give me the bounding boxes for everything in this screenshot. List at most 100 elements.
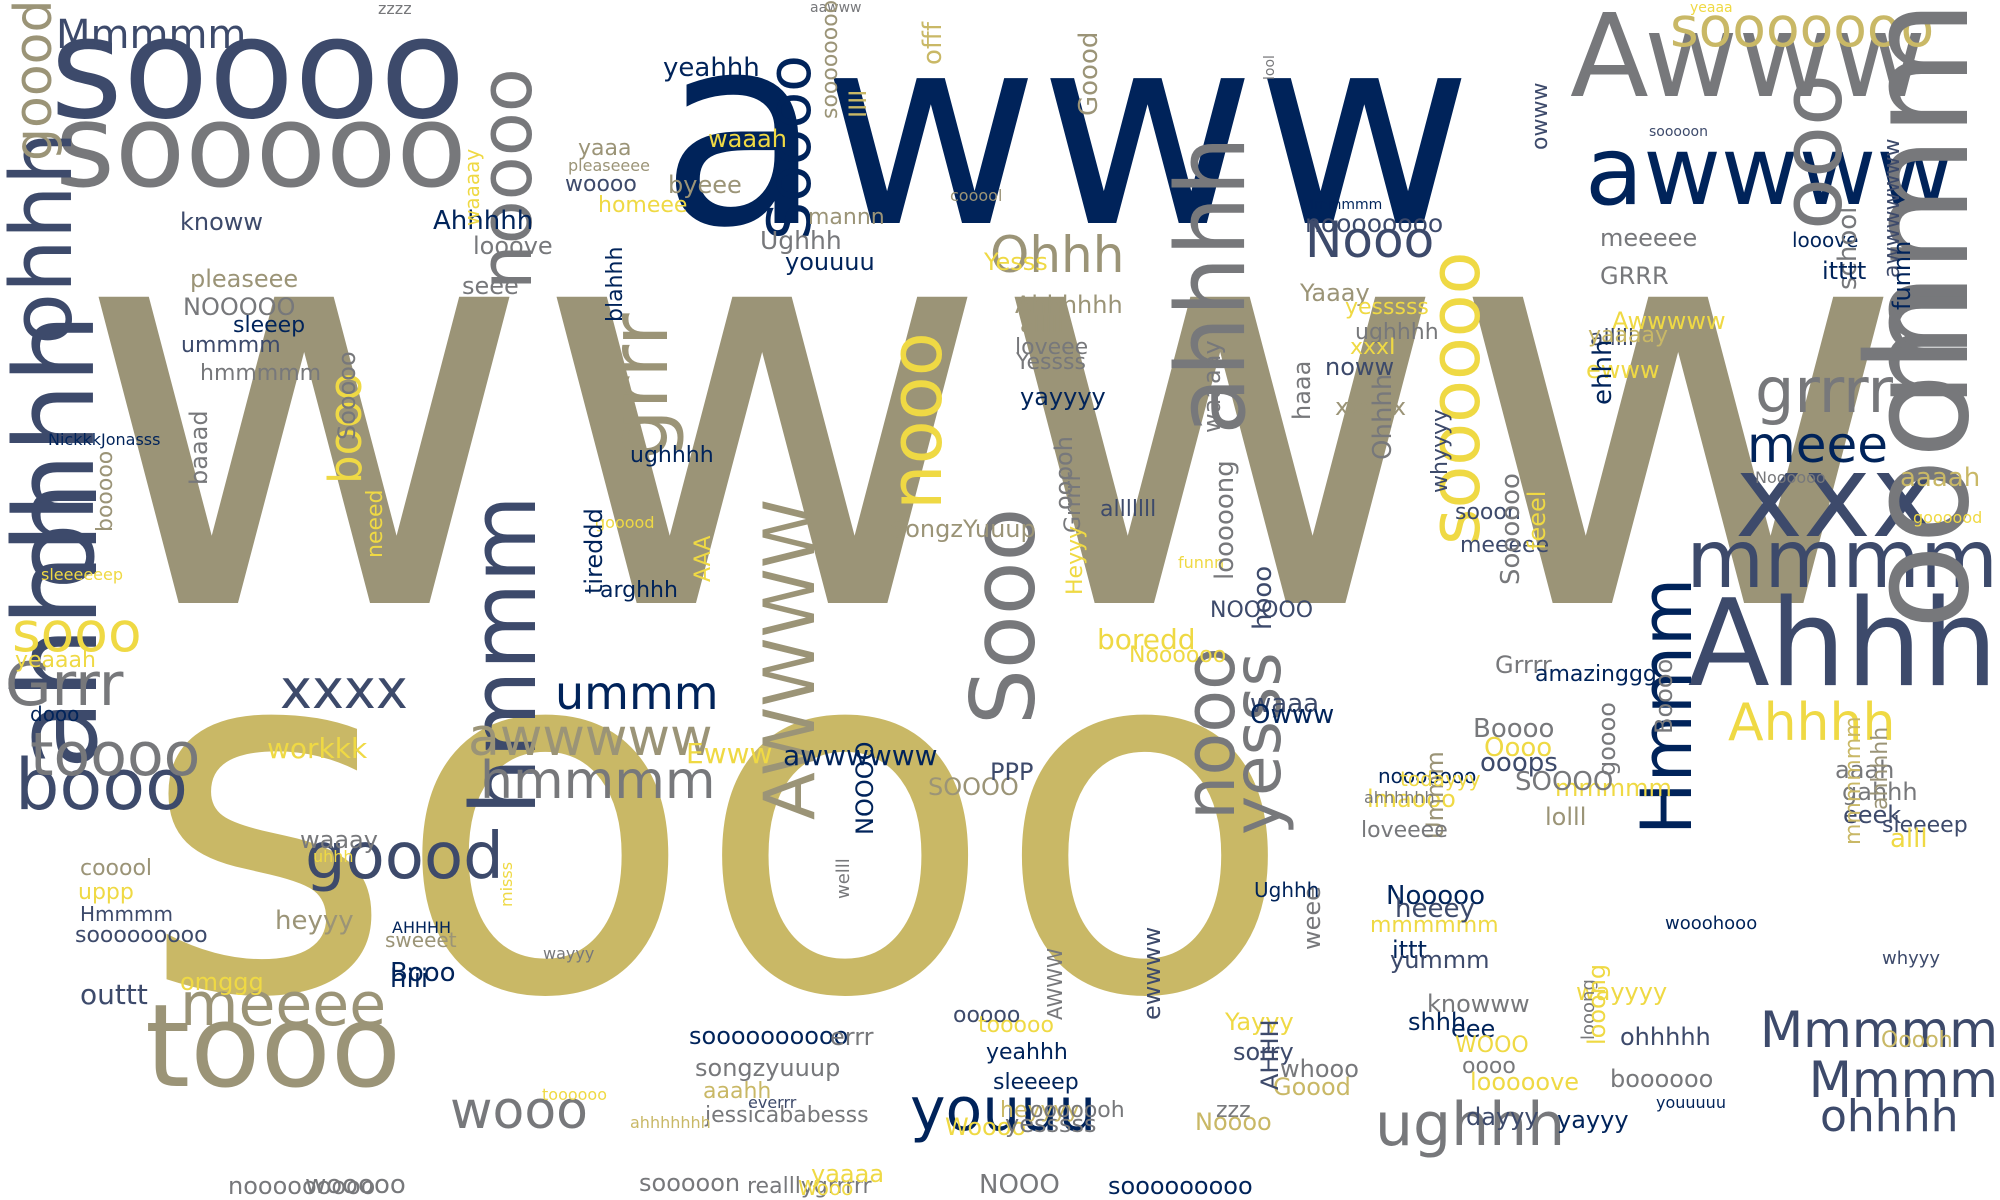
word-sleeeep: sleeeep: [993, 1070, 1079, 1095]
word-grrrr: grrrr: [1755, 354, 1894, 427]
word-jessicababesss: jessicababesss: [705, 1103, 869, 1128]
word-goood: Goood: [1273, 1073, 1351, 1101]
word-hmmmm: hmmmm: [480, 751, 716, 811]
word-mmmmmm: Mmmmmm: [1302, 197, 1383, 213]
word-knowww: knowww: [1427, 990, 1530, 1018]
word-knoww: knoww: [180, 208, 264, 236]
word-whyyy: whyyy: [1882, 948, 1941, 969]
word-grrr: Grrr: [5, 650, 124, 720]
word-eee: eee: [1451, 1015, 1496, 1043]
word-songzyuuup: SongzYuuup: [890, 515, 1036, 543]
word-sooo: sooo: [140, 534, 1295, 1105]
word-yesss: Yesss: [984, 248, 1048, 276]
word-yeaaa: yeaaa: [1690, 0, 1733, 16]
word-mmmm: mmmm: [1686, 513, 1998, 606]
word-soooo: soooo: [50, 0, 466, 151]
word-whooo: whooo: [1280, 1055, 1359, 1083]
word-hooo: hooo: [1248, 565, 1278, 630]
word-noooooo: Noooooo: [1129, 643, 1227, 668]
word-looove: looove: [473, 232, 553, 260]
word-ughhhh: ughhhh: [1355, 320, 1439, 345]
word-grrrrr: Grrrrr: [1061, 472, 1086, 533]
word-ooooh: Ooooh: [1881, 1028, 1953, 1053]
word-goooo: goooo: [1593, 702, 1621, 776]
word-booo: booo: [15, 744, 188, 826]
word-eeek: eeek: [1843, 801, 1902, 829]
word-booooo: booooo: [93, 450, 118, 532]
word-zzzz: zzzz: [378, 0, 412, 18]
word-heyyy: Heyyy: [1063, 525, 1088, 595]
word-uppp: uppp: [78, 880, 134, 905]
word-funnn: funnn: [1178, 553, 1225, 572]
word-sooo: sooo: [12, 600, 142, 664]
word-awwwwww: awwwwww: [783, 739, 938, 772]
word-mmmm: Mmmm: [1808, 1051, 1998, 1109]
word-ummm: ummm: [555, 666, 719, 720]
word-ohhhh: ohhhh: [1820, 1091, 1959, 1142]
word-amazinggg: amazinggg: [1535, 662, 1657, 687]
word-cooool: cooool: [80, 856, 153, 881]
word-sooooooo: sooooooo: [1670, 0, 1935, 59]
word-sooooo: sooooo: [55, 80, 467, 214]
word-ewww: ewww: [1586, 356, 1660, 384]
word-mannn: mannn: [808, 205, 885, 230]
word-uhhh: uhhh: [313, 847, 354, 866]
word-boooooo: boooooo: [1610, 1065, 1714, 1093]
word-neeed: neeed: [363, 489, 388, 558]
word-sleeeep: sleeeep: [1882, 813, 1968, 838]
word-tooo: tooo: [145, 980, 402, 1114]
word-goood: Goood: [1074, 31, 1104, 116]
word-waaah: waaah: [708, 125, 787, 153]
word-ahhhhh: Ahhhhh: [433, 206, 534, 236]
word-ooooooh: ooooooh: [1030, 1098, 1125, 1123]
word-wooo: WOOO: [1455, 1033, 1529, 1058]
word-realllygrrrrr: realllygrrrrr: [747, 1174, 872, 1199]
word-tooooo: tooooo: [978, 1013, 1054, 1038]
word-owww: Owww: [1250, 700, 1335, 730]
word-ahhh: Ahhh: [1687, 575, 1998, 714]
word-yayyy: Yayyy: [1225, 1008, 1294, 1036]
word-nooooooooo: nooooooooo: [228, 1172, 376, 1200]
word-everrr: everrr: [748, 1093, 797, 1112]
word-pleaseee: pleaseee: [190, 265, 299, 293]
word-boooo: Boooo: [1650, 658, 1678, 734]
word-hmmmmm: hmmmmm: [200, 361, 322, 386]
word-iiii: IIII: [844, 89, 872, 118]
word-wooo: Wooo: [798, 1176, 854, 1200]
word-workkk: workkk: [267, 732, 368, 765]
word-lmaooo: lmaooo: [1367, 785, 1456, 813]
word-ewww: Ewww: [686, 737, 773, 770]
word-yaaay: Yaaay: [1300, 279, 1370, 307]
word-heyyyy: heyyyy: [1000, 1098, 1080, 1123]
word-ppp: PPP: [990, 758, 1034, 786]
word-xxxxx: xxxxx: [1335, 393, 1407, 421]
word-wayyyy: wayyyy: [1576, 978, 1668, 1006]
word-noooooooo: noooooooo: [1305, 209, 1444, 238]
word-errr: errr: [830, 1023, 874, 1051]
word-ittt: ittt: [1392, 936, 1427, 964]
word-noooooo: Noooooo: [1755, 468, 1826, 487]
word-waaay: waaay: [300, 826, 378, 854]
word-youuuu: youuuu: [785, 248, 875, 276]
word-awwwww: awwwww: [468, 708, 713, 768]
word-aaahh: aaahh: [703, 1079, 772, 1104]
word-nickkkjonasss: NickkkJonasss: [48, 430, 161, 449]
word-soooooooooo: soooooooooo: [689, 1022, 849, 1050]
word-sorry: sorry: [1233, 1038, 1294, 1066]
word-awww: Awww: [1570, 0, 1927, 124]
word-awww: awww: [660, 0, 1473, 286]
word-songzyuuup: songzyuuup: [695, 1054, 841, 1082]
word-soooo: SOOOO: [1515, 767, 1614, 797]
word-ahhh: AHHH: [1256, 1019, 1284, 1090]
word-meeeee: meeeee: [1460, 533, 1550, 558]
word-blahhh: blahhh: [603, 246, 628, 322]
word-mmmmm: Mmmmm: [1760, 1001, 1998, 1059]
word-oooo: oooo: [1462, 1054, 1516, 1079]
word-ohhhh: Ohhhh: [1368, 373, 1398, 460]
word-sooooooooo: sooooooooo: [75, 923, 208, 948]
word-wayyy: wayyy: [543, 944, 595, 963]
word-ahhhh: Ahhhh: [1728, 693, 1896, 753]
word-awwwww: Awwwww: [1612, 307, 1726, 335]
word-arghhh: arghhh: [600, 578, 678, 603]
